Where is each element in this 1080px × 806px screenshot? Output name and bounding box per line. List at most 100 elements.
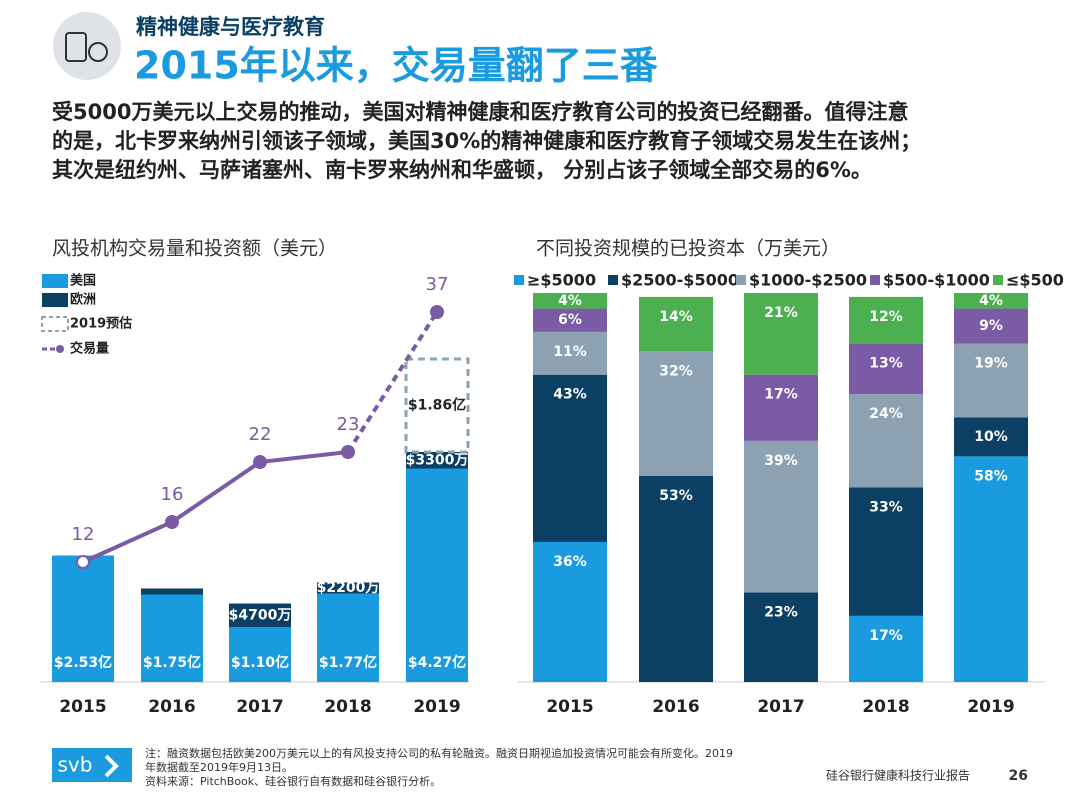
bar-segment: [744, 293, 818, 375]
segment-label: 21%: [764, 305, 798, 321]
legend-swatch: [736, 275, 746, 285]
line-marker: [253, 455, 267, 469]
forecast-bar: [404, 357, 470, 454]
segment-label: 32%: [659, 363, 693, 379]
bar-label: $4700万: [229, 607, 292, 623]
x-tick-label: 2016: [148, 697, 195, 717]
line-label: 37: [426, 274, 449, 295]
bar-segment: [533, 374, 607, 542]
bar-segment: [954, 343, 1028, 418]
bar-segment: [533, 293, 607, 309]
bar-segment: [954, 456, 1028, 682]
legend-swatch: [41, 316, 69, 332]
legend-label: ≤$500: [1006, 271, 1064, 290]
subtitle: 精神健康与医疗教育: [136, 15, 325, 39]
x-tick-label: 2016: [652, 697, 699, 717]
bar: [229, 627, 291, 682]
legend-swatch: [42, 293, 68, 307]
note: 注：融资数据包括欧美200万美元以上的有风投支持公司的私有轮融资。融资日期视追加…: [145, 746, 733, 760]
note: 年数据截至2019年9月13日。: [145, 760, 293, 774]
segment-label: 14%: [659, 309, 693, 325]
bar-segment: [849, 394, 923, 488]
intro-line: 的是，北卡罗来纳州引领该子领域，美国30%的精神健康和医疗教育子领域交易发生在该…: [52, 129, 921, 153]
legend-swatch: [514, 275, 524, 285]
bar: [141, 588, 203, 595]
bar: [317, 582, 379, 594]
bar-segment: [533, 331, 607, 375]
bar: [229, 603, 291, 627]
chart-title: 不同投资规模的已投资本（万美元）: [536, 238, 840, 260]
bar-segment: [744, 592, 818, 682]
segment-label: 23%: [764, 605, 798, 621]
bar-segment: [849, 343, 923, 395]
line-marker: [165, 515, 179, 529]
bar: [406, 452, 468, 469]
x-tick-label: 2018: [862, 697, 909, 717]
bar-segment: [533, 541, 607, 682]
segment-label: 39%: [764, 453, 798, 469]
legend-label: 交易量: [70, 341, 109, 357]
segment-label: 58%: [974, 468, 1008, 484]
bar-segment: [744, 440, 818, 593]
bar-label: $2.53亿: [54, 654, 112, 671]
icon: [65, 32, 87, 62]
x-tick-label: 2018: [324, 697, 371, 717]
line-label: 22: [249, 424, 272, 445]
x-tick-label: 2017: [757, 697, 804, 717]
legend-label: $500-$1000: [883, 271, 990, 290]
logo: svb: [58, 753, 93, 777]
bar-segment: [849, 615, 923, 682]
legend-label: $1000-$2500: [749, 271, 867, 290]
bar-segment: [744, 374, 818, 441]
segment-label: 33%: [869, 500, 903, 516]
bar-segment: [533, 308, 607, 332]
logo-box: [52, 748, 132, 782]
line-marker: [430, 305, 444, 319]
line-label: 12: [72, 524, 95, 545]
note: 资料来源：PitchBook、硅谷银行自有数据和硅谷银行分析。: [145, 774, 441, 788]
legend-swatch: [608, 275, 618, 285]
segment-label: 9%: [979, 318, 1003, 334]
bar-segment: [849, 487, 923, 616]
page-number: 26: [1009, 768, 1028, 784]
bar-segment: [954, 293, 1028, 309]
legend-label: ≥$5000: [527, 271, 596, 290]
segment-label: 11%: [553, 344, 587, 360]
line-label: 16: [161, 484, 184, 505]
legend-label: $2500-$5000: [621, 271, 739, 290]
line-marker: [76, 555, 90, 569]
intro-line: 受5000万美元以上交易的推动，美国对精神健康和医疗教育公司的投资已经翻番。值得…: [52, 100, 908, 124]
legend-label: 2019预估: [70, 316, 132, 332]
bar-label: $1.77亿: [319, 654, 377, 671]
bar-label: $1.75亿: [143, 654, 201, 671]
segment-label: 13%: [869, 356, 903, 372]
legend-label: 美国: [70, 273, 96, 289]
bar: [317, 593, 379, 682]
line-marker: [341, 445, 355, 459]
x-tick-label: 2017: [236, 697, 283, 717]
bar-label: $4.27亿: [408, 654, 466, 671]
bar-label: $2200万: [317, 580, 380, 596]
legend-swatch: [42, 274, 68, 288]
bar-label: $3300万: [406, 452, 469, 468]
bar-segment: [639, 475, 713, 682]
intro-line: 其次是纽约州、马萨诸塞州、南卡罗来纳州和华盛顿， 分别占该子领域全部交易的6%。: [52, 158, 872, 182]
bar: [141, 594, 203, 682]
segment-label: 17%: [869, 628, 903, 644]
segment-label: 4%: [558, 293, 582, 309]
segment-label: 19%: [974, 356, 1008, 372]
chart-title: 风投机构交易量和投资额（美元）: [52, 238, 337, 260]
icon: [88, 42, 108, 62]
segment-label: 6%: [558, 312, 582, 328]
x-tick-label: 2019: [967, 697, 1014, 717]
segment-label: 36%: [553, 554, 587, 570]
x-tick-label: 2015: [546, 697, 593, 717]
segment-label: 43%: [553, 387, 587, 403]
bar-label: $1.10亿: [231, 654, 289, 671]
bar-segment: [954, 417, 1028, 457]
line-label: 23: [337, 414, 360, 435]
legend-label: 欧洲: [70, 292, 96, 308]
title: 2015年以来，交易量翻了三番: [134, 44, 658, 88]
x-tick-label: 2015: [59, 697, 106, 717]
